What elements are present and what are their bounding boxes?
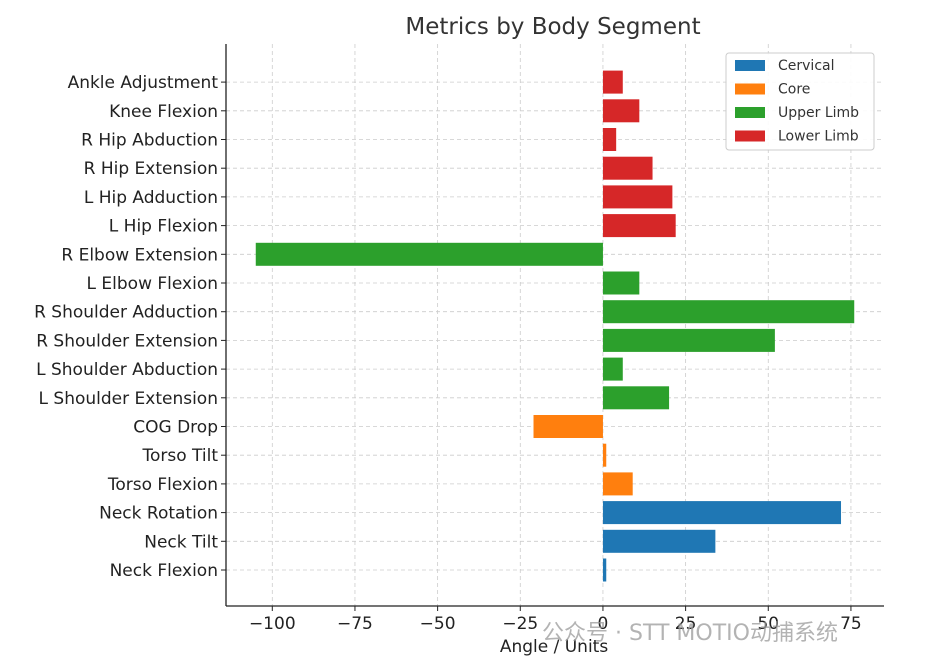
x-tick-label: −100 [249, 614, 296, 634]
x-tick-label: 0 [598, 614, 609, 634]
bar-l-shoulder-extension [602, 386, 670, 410]
bar-knee-flexion [602, 99, 640, 123]
bar-ankle-adjustment [602, 70, 623, 94]
bar-r-hip-extension [602, 156, 653, 180]
legend-label: Core [778, 82, 810, 98]
legend-swatch [735, 60, 765, 71]
y-tick-label: Torso Flexion [107, 475, 218, 495]
bar-r-elbow-extension [255, 242, 603, 266]
x-tick-label: −25 [502, 614, 538, 634]
y-tick-label: L Shoulder Extension [39, 389, 218, 409]
y-tick-label: Neck Rotation [99, 504, 218, 524]
y-tick-label: Neck Flexion [110, 561, 218, 581]
bars [255, 70, 855, 582]
y-tick-label: Knee Flexion [109, 102, 218, 122]
legend: Cervical Core Upper Limb Lower Limb [725, 52, 875, 151]
legend-swatch [735, 130, 765, 142]
x-tick-label: −50 [420, 614, 456, 634]
y-tick-labels: Neck Flexion Neck Tilt Neck Rotation Torso … [34, 73, 218, 581]
bar-r-hip-abduction [602, 128, 617, 151]
bar-neck-rotation [602, 501, 842, 525]
y-tick-label: R Shoulder Adduction [34, 303, 218, 323]
x-tick-label: 50 [757, 614, 779, 634]
legend-label: Upper Limb [778, 105, 859, 121]
legend-swatch [735, 83, 765, 95]
legend-label: Cervical [778, 58, 835, 74]
bar-neck-tilt [602, 529, 716, 553]
bar-torso-flexion [602, 472, 633, 496]
axes [221, 44, 884, 611]
legend-swatch [735, 107, 765, 118]
y-tick-label: R Elbow Extension [61, 245, 218, 265]
bar-l-hip-flexion [602, 214, 676, 238]
x-tick-label: 25 [675, 614, 697, 634]
x-tick-label: −75 [337, 614, 373, 634]
y-tick-label: COG Drop [133, 418, 218, 438]
legend-label: Lower Limb [778, 129, 859, 145]
y-tick-label: L Hip Adduction [84, 188, 218, 208]
bar-r-shoulder-extension [602, 328, 775, 352]
watermark-text: 公众号 · STT MOTIO动捕系统 [542, 621, 838, 646]
x-tick-label: 75 [840, 614, 862, 634]
y-tick-label: R Hip Extension [84, 159, 218, 179]
y-tick-label: L Elbow Flexion [87, 274, 218, 294]
y-tick-label: Neck Tilt [144, 532, 218, 552]
y-tick-label: Ankle Adjustment [68, 73, 219, 93]
bar-l-elbow-flexion [602, 271, 640, 295]
bar-cog-drop [533, 415, 603, 438]
y-tick-label: L Shoulder Abduction [36, 360, 218, 380]
y-tick-label: R Hip Abduction [81, 131, 218, 151]
y-tick-label: Torso Tilt [141, 446, 218, 466]
bar-l-hip-adduction [602, 185, 673, 209]
y-tick-label: R Shoulder Extension [36, 331, 218, 351]
y-tick-label: L Hip Flexion [109, 217, 218, 237]
bar-neck-flexion [602, 558, 607, 582]
bar-r-shoulder-adduction [602, 300, 855, 324]
bar-torso-tilt [602, 443, 607, 467]
x-tick-labels: −100 −75 −50 −25 0 25 50 75 [249, 614, 862, 634]
chart-title: Metrics by Body Segment [405, 14, 700, 40]
bar-l-shoulder-abduction [602, 357, 623, 381]
legend-box [725, 52, 875, 151]
x-axis-label: Angle / Units [500, 637, 609, 657]
